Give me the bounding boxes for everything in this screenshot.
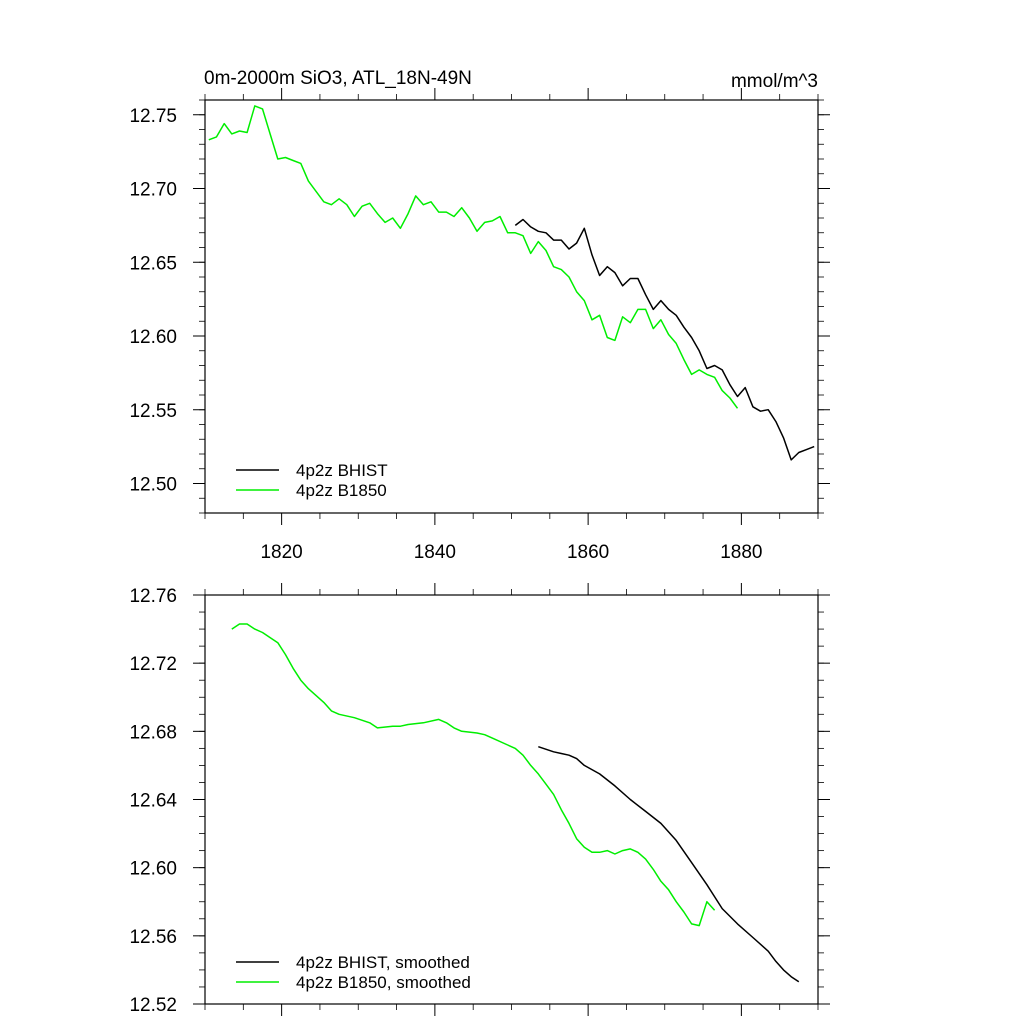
top-ytick-label: 12.50 (129, 475, 177, 496)
bottom-ytick-label: 12.52 (129, 995, 177, 1016)
top-series-line-b1850 (208, 105, 739, 409)
top-ytick-label: 12.70 (129, 180, 177, 201)
bottom-axes: 12.52 12.56 12.60 12.64 12.68 12.72 12.76 (129, 583, 830, 1016)
top-series-line-bhist (514, 218, 815, 461)
bottom-ytick-label: 12.56 (129, 927, 177, 948)
bottom-legend-label-bhist: 4p2z BHIST, smoothed (296, 953, 470, 972)
top-legend-label-b1850: 4p2z B1850 (296, 481, 387, 500)
top-panel: 0m-2000m SiO3, ATL_18N-49N mmol/m^3 12.5… (129, 68, 830, 563)
top-xtick-label: 1860 (567, 542, 609, 563)
top-ytick-label: 12.75 (129, 106, 177, 127)
top-legend: 4p2z BHIST 4p2z B1850 (236, 461, 388, 500)
bottom-ytick-label: 12.72 (129, 654, 177, 675)
top-legend-label-bhist: 4p2z BHIST (296, 461, 388, 480)
top-ytick-label: 12.65 (129, 253, 177, 274)
top-lines (208, 105, 815, 461)
bottom-plot-frame (204, 594, 819, 1005)
bottom-lines (231, 623, 800, 983)
bottom-ytick-label: 12.68 (129, 722, 177, 743)
top-xtick-label: 1820 (260, 542, 302, 563)
top-xtick-label: 1880 (720, 542, 762, 563)
bottom-ytick-label: 12.60 (129, 859, 177, 880)
bottom-legend: 4p2z BHIST, smoothed 4p2z B1850, smoothe… (236, 953, 471, 992)
bottom-panel: 12.52 12.56 12.60 12.64 12.68 12.72 12.76 4p2z… (129, 583, 830, 1016)
bottom-series-line-b1850 (231, 623, 716, 927)
bottom-ytick-label: 12.64 (129, 791, 177, 812)
bottom-legend-label-b1850: 4p2z B1850, smoothed (296, 973, 471, 992)
top-chart-title: 0m-2000m SiO3, ATL_18N-49N (204, 68, 472, 89)
top-ytick-label: 12.55 (129, 401, 177, 422)
top-chart-units: mmol/m^3 (731, 71, 818, 92)
bottom-series-line-bhist (538, 745, 800, 983)
bottom-ytick-label: 12.76 (129, 586, 177, 607)
top-xtick-label: 1840 (414, 542, 456, 563)
top-axes: 12.50 12.55 12.60 12.65 12.70 12.75 1820 1840 18… (129, 88, 830, 563)
top-ytick-label: 12.60 (129, 327, 177, 348)
